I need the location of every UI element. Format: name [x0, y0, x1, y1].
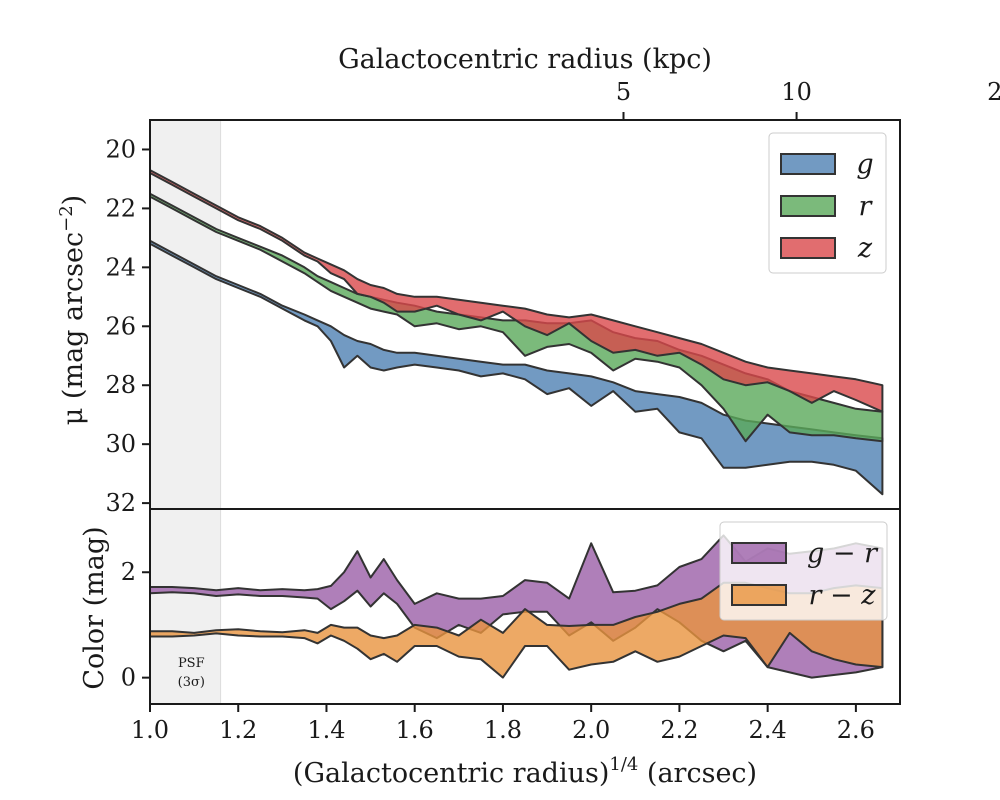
color-y-tick-label: 0 [121, 664, 136, 692]
y-tick-label: 20 [105, 135, 136, 163]
y-tick-label: 28 [105, 371, 136, 399]
top-panel-y-ticks: 20 22 24 26 28 30 32 [105, 135, 150, 517]
bottom-x-axis-label: (Galactocentric radius)1/4 (arcsec) [293, 754, 757, 789]
bottom-legend: g − r r − z [719, 521, 888, 621]
band-g [149, 239, 884, 496]
x-tick-label: 2.6 [837, 716, 875, 744]
psf-region: PSF (3σ) [150, 120, 222, 704]
top-panel-bands [149, 169, 884, 496]
psf-shade-bottom [150, 509, 221, 704]
x-tick-label: 1.4 [307, 716, 345, 744]
legend-label: g [856, 149, 873, 180]
top-y-axis-label: μ (mag arcsec−2) [56, 195, 89, 425]
x-tick-label: 1.0 [131, 716, 169, 744]
bottom-x-ticks: 1.0 1.2 1.4 1.6 1.8 2.0 2.2 2.4 2.6 [131, 704, 875, 744]
legend-label: z [857, 233, 873, 264]
y-tick-label: 32 [105, 489, 136, 517]
psf-label-sigma: (3σ) [178, 675, 205, 690]
bottom-panel-y-ticks: 02 [121, 558, 150, 692]
legend-swatch [731, 584, 787, 606]
legend-swatch [780, 195, 836, 217]
top-legend: grz [768, 132, 887, 274]
legend-swatch [780, 153, 836, 175]
psf-label: PSF [178, 656, 205, 671]
kpc-tick-label: 10 [781, 78, 812, 106]
top-x-axis-label: Galactocentric radius (kpc) [338, 44, 712, 75]
legend-label: g − r [807, 538, 879, 569]
top-y-label-main: μ (mag arcsec [58, 232, 89, 425]
kpc-tick-label: 20 [987, 78, 1000, 106]
y-tick-label: 22 [105, 194, 136, 222]
y-tick-label: 24 [105, 253, 136, 281]
bottom-y-axis-label: Color (mag) [79, 526, 110, 689]
x-tick-label: 2.4 [749, 716, 787, 744]
y-tick-label: 26 [105, 312, 136, 340]
bottom-panel-frame [149, 508, 901, 705]
bottom-panel-bands [149, 534, 884, 679]
x-tick-label: 1.2 [219, 716, 257, 744]
x-tick-label: 2.2 [660, 716, 698, 744]
legend-swatch [780, 237, 836, 259]
color-y-tick-label: 2 [121, 558, 136, 586]
legend-label: r − z [809, 580, 877, 611]
band-z [149, 169, 884, 413]
band-r-z [149, 581, 884, 679]
top-x-ticks-kpc: 51020305075100150200 [616, 78, 1000, 120]
x-tick-label: 2.0 [572, 716, 610, 744]
bottom-x-label-close: (arcsec) [638, 758, 757, 789]
psf-shade-top [150, 120, 221, 509]
top-y-label-close: ) [58, 195, 89, 206]
y-tick-label: 30 [105, 430, 136, 458]
bottom-x-label-main: (Galactocentric radius) [293, 758, 609, 789]
legend-swatch [731, 542, 787, 564]
bottom-x-label-sup: 1/4 [609, 754, 638, 775]
kpc-tick-label: 5 [616, 78, 631, 106]
x-tick-label: 1.6 [396, 716, 434, 744]
legend-label: r [859, 191, 874, 222]
top-y-label-sup: −2 [56, 205, 77, 232]
x-tick-label: 1.8 [484, 716, 522, 744]
